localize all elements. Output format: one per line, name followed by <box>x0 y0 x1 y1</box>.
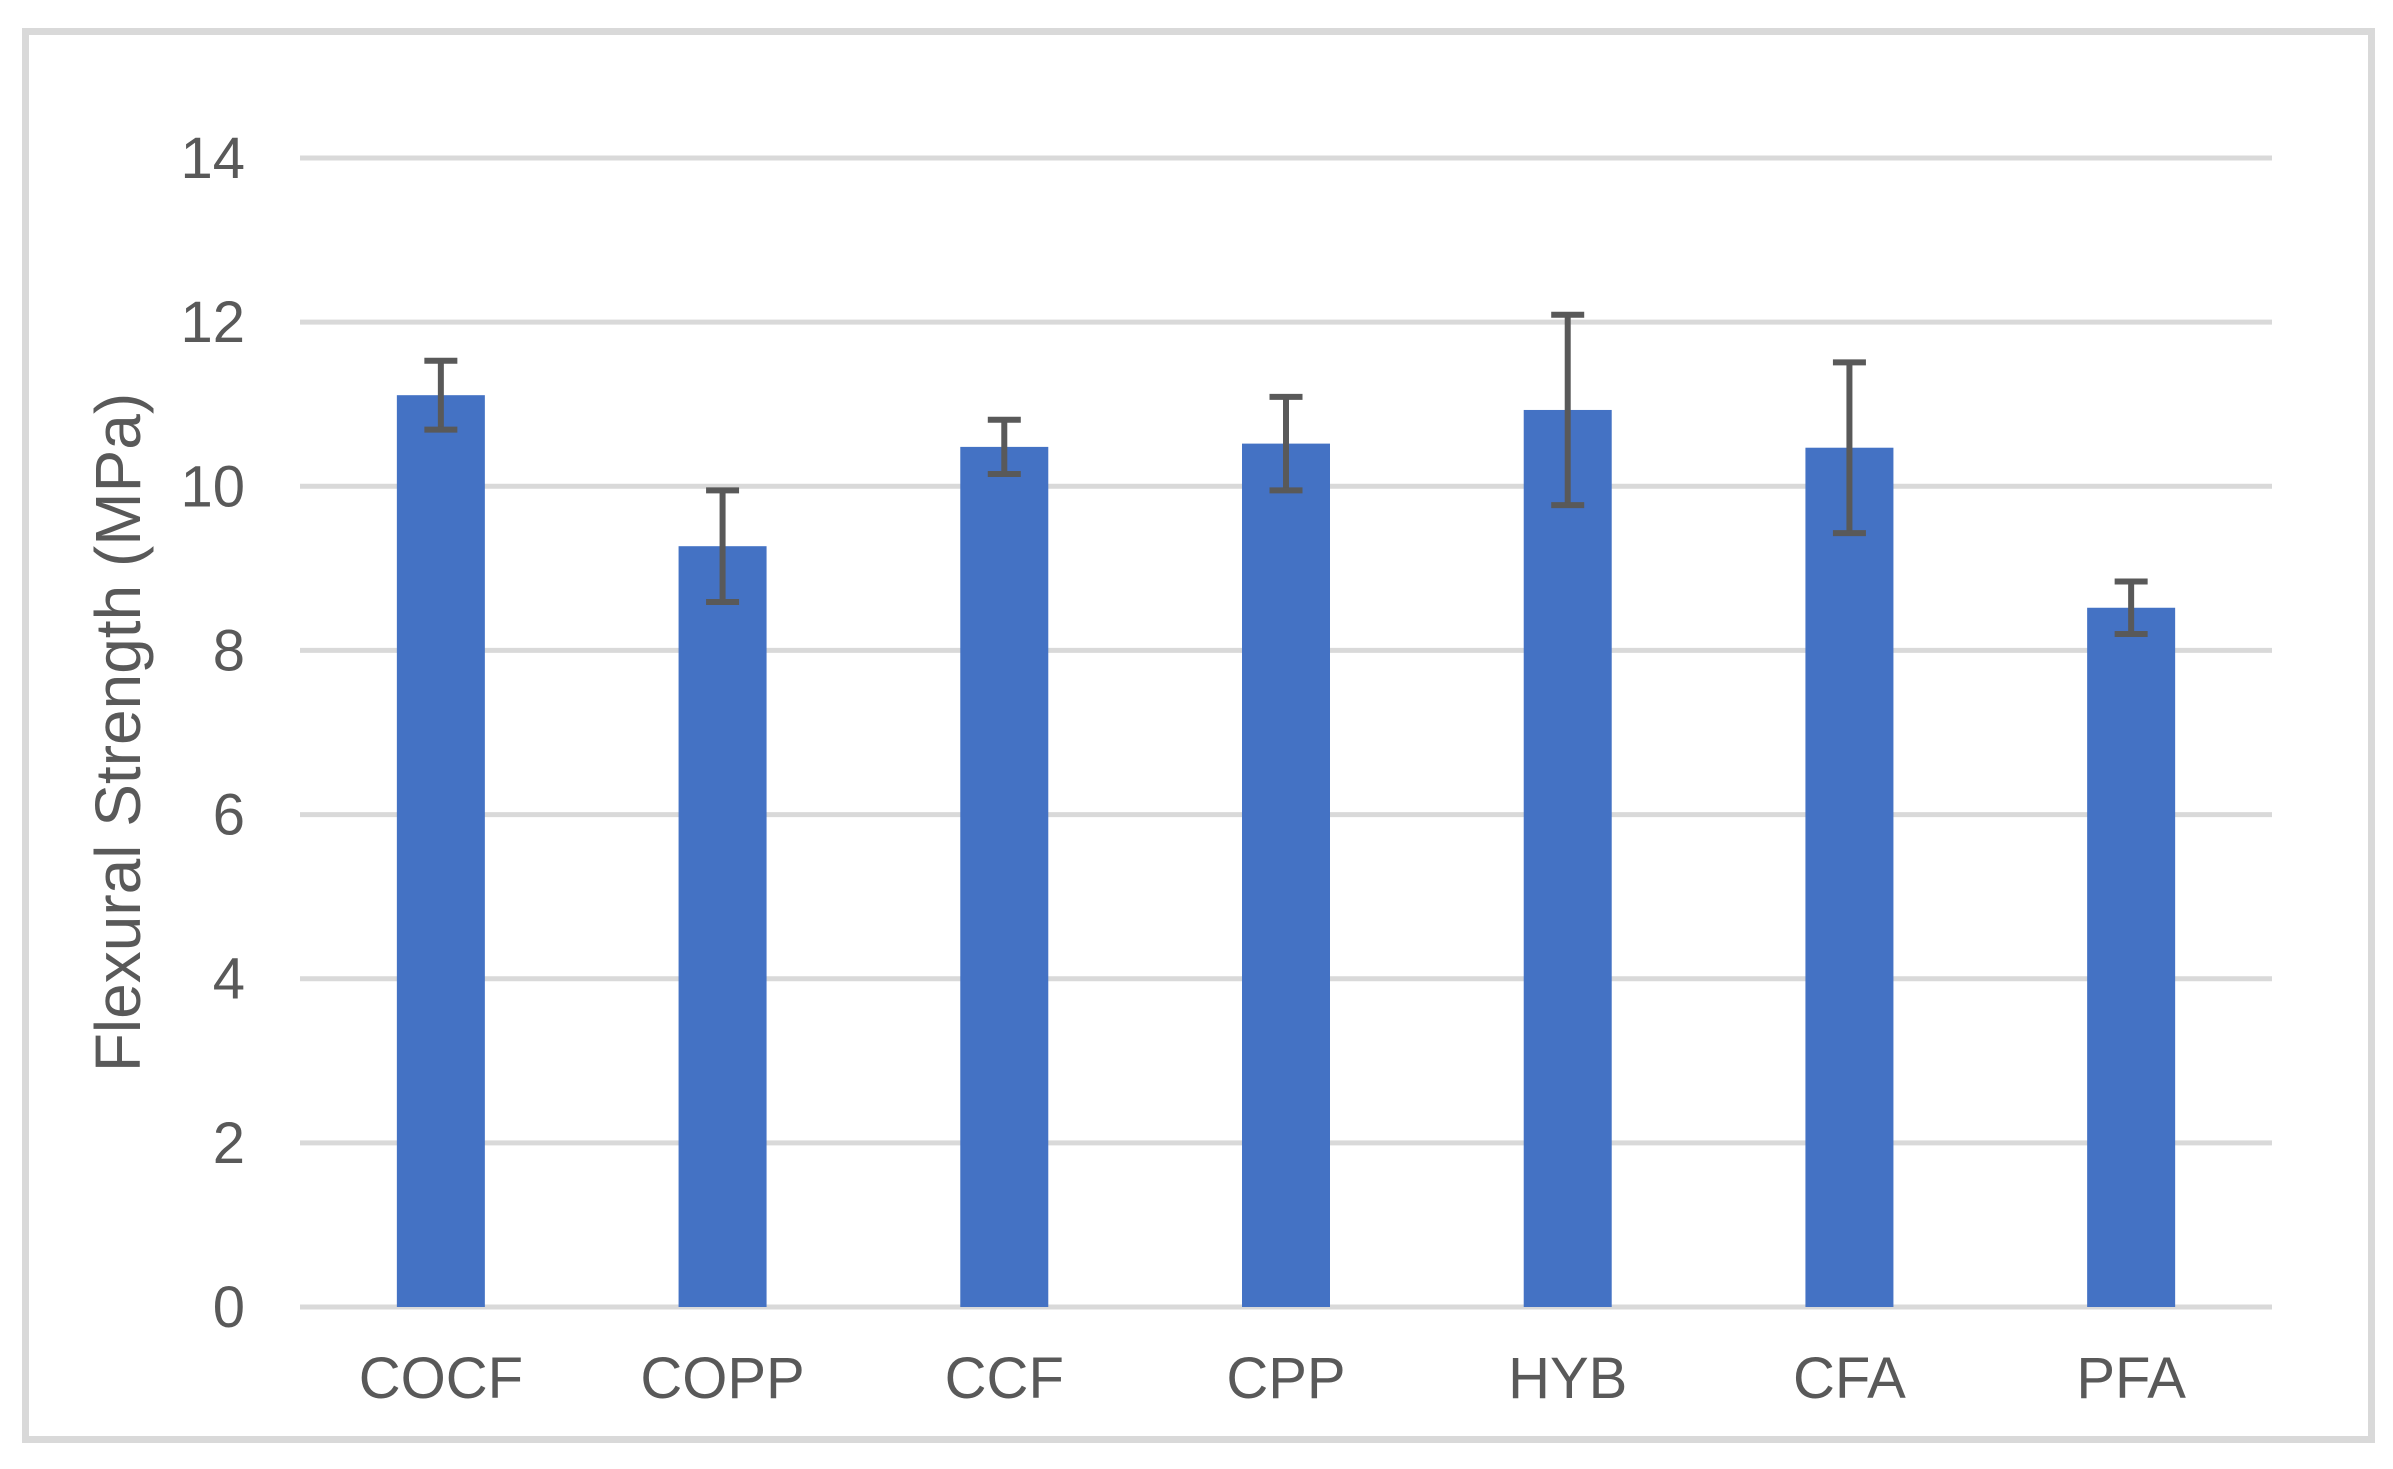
bar-copp <box>678 546 767 1307</box>
bar-cocf <box>396 395 485 1308</box>
y-tick-label: 10 <box>180 454 245 519</box>
bar-cfa <box>1805 447 1894 1307</box>
x-category-label: CPP <box>1226 1346 1345 1411</box>
chart-border <box>22 28 2375 1443</box>
y-tick-label: 2 <box>213 1111 245 1176</box>
y-tick-label: 0 <box>213 1275 245 1340</box>
bar-hyb <box>1523 409 1612 1307</box>
y-axis-title: Flexural Strength (MPa) <box>82 393 154 1072</box>
y-tick-label: 12 <box>180 290 245 355</box>
bar-cpp <box>1242 443 1330 1307</box>
y-tick-label: 4 <box>213 947 245 1012</box>
y-tick-label: 14 <box>180 126 245 191</box>
x-category-label: COCF <box>359 1346 523 1411</box>
y-tick-label: 8 <box>213 618 245 683</box>
x-category-label: PFA <box>2076 1346 2186 1411</box>
x-category-label: HYB <box>1508 1346 1627 1411</box>
x-category-label: COPP <box>640 1346 804 1411</box>
bar-ccf <box>960 446 1049 1307</box>
y-tick-label: 6 <box>213 783 245 848</box>
x-category-label: CFA <box>1793 1346 1906 1411</box>
bar-pfa <box>2087 607 2176 1307</box>
x-category-label: CCF <box>945 1346 1064 1411</box>
